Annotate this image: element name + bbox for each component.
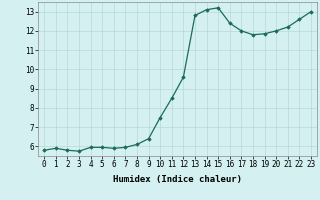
X-axis label: Humidex (Indice chaleur): Humidex (Indice chaleur)	[113, 175, 242, 184]
